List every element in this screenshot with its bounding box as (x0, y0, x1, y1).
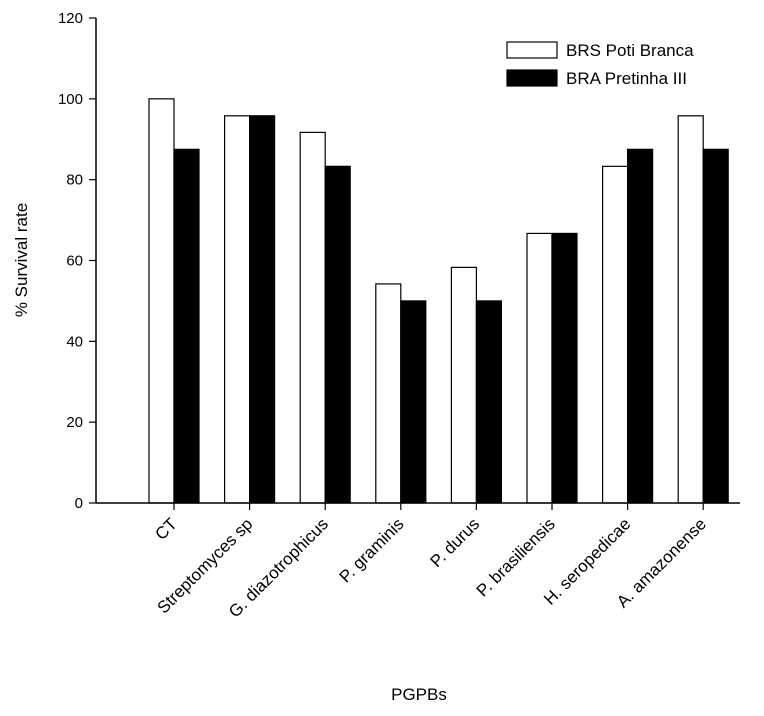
bar-brs-poti-branca (148, 98, 175, 504)
bar-bra-pretinha-iii (324, 165, 351, 504)
x-category-label: P. brasiliensis (473, 514, 559, 600)
bar-bra-pretinha-iii (475, 300, 502, 504)
legend: BRS Poti Branca BRA Pretinha III (506, 41, 694, 88)
bar-brs-poti-branca (526, 232, 553, 504)
y-tick-label: 120 (58, 10, 83, 27)
y-tick-label: 0 (75, 495, 83, 512)
bar-bra-pretinha-iii (400, 300, 427, 504)
y-tick-label: 60 (66, 253, 83, 270)
y-tick-label: 40 (66, 333, 83, 350)
legend-label: BRS Poti Branca (566, 41, 694, 60)
x-axis-title: PGPBs (391, 685, 447, 704)
x-category-label: P. graminis (336, 514, 408, 586)
y-tick-label: 20 (66, 414, 83, 431)
bar-bra-pretinha-iii (173, 148, 200, 504)
bar-bra-pretinha-iii (551, 232, 578, 504)
bar-brs-poti-branca (224, 115, 251, 504)
bar-brs-poti-branca (450, 266, 477, 504)
y-tick-label: 80 (66, 172, 83, 189)
y-axis-title: % Survival rate (12, 203, 31, 317)
bar-bra-pretinha-iii (626, 148, 654, 504)
y-tick-label: 100 (58, 91, 83, 108)
x-category-label: P. durus (427, 514, 484, 571)
legend-swatch (506, 41, 558, 59)
legend-swatch (506, 69, 558, 87)
bar-bra-pretinha-iii (249, 115, 276, 504)
bar-bra-pretinha-iii (702, 148, 729, 504)
bar-brs-poti-branca (299, 131, 326, 504)
bars-group (148, 98, 729, 504)
x-category-label: CT (151, 514, 180, 543)
bar-brs-poti-branca (601, 165, 629, 504)
bar-brs-poti-branca (375, 283, 402, 504)
bar-brs-poti-branca (677, 115, 704, 504)
legend-label: BRA Pretinha III (566, 69, 687, 88)
y-axis-ticks: 0 20 40 60 80 100 120 (58, 10, 96, 512)
